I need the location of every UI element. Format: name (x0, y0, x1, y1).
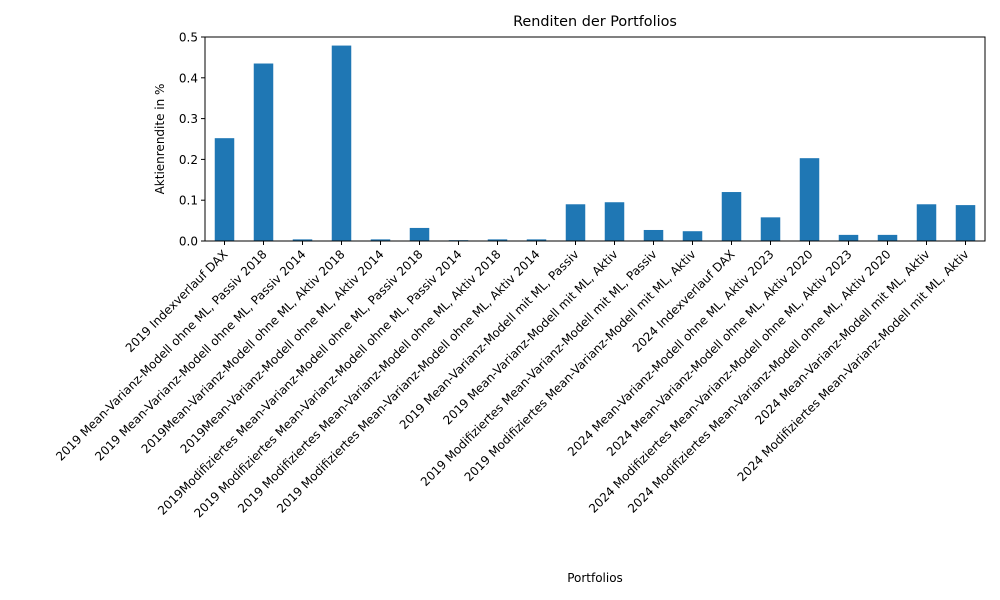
bar (292, 239, 313, 241)
y-tick-label: 0.3 (179, 112, 198, 126)
bar (409, 227, 430, 241)
y-tick-label: 0.0 (179, 235, 198, 249)
bar (487, 239, 508, 241)
y-axis: 0.0 0.1 0.2 0.3 0.4 0.5 (179, 31, 205, 249)
y-tick-label: 0.2 (179, 153, 198, 167)
bar (331, 45, 352, 241)
bar (721, 192, 742, 241)
bar (682, 231, 703, 241)
bar (214, 138, 235, 241)
plot-frame (204, 36, 986, 242)
chart-title: Renditen der Portfolios (513, 14, 677, 30)
y-tick-label: 0.5 (179, 31, 198, 45)
bar (526, 239, 547, 241)
bar (799, 158, 820, 241)
bar (760, 217, 781, 241)
bar (877, 234, 898, 241)
y-tick-label: 0.4 (179, 71, 198, 85)
y-axis-label: Aktienrendite in % (153, 84, 167, 195)
bar (253, 63, 274, 241)
bar (955, 205, 976, 241)
x-axis-label: Portfolios (567, 571, 623, 585)
bar (565, 204, 586, 241)
bar (643, 229, 664, 241)
bar (916, 204, 937, 241)
bar (370, 239, 391, 241)
y-tick-label: 0.1 (179, 194, 198, 208)
bar (838, 234, 859, 241)
bars-group (214, 45, 976, 241)
bar (604, 202, 625, 241)
